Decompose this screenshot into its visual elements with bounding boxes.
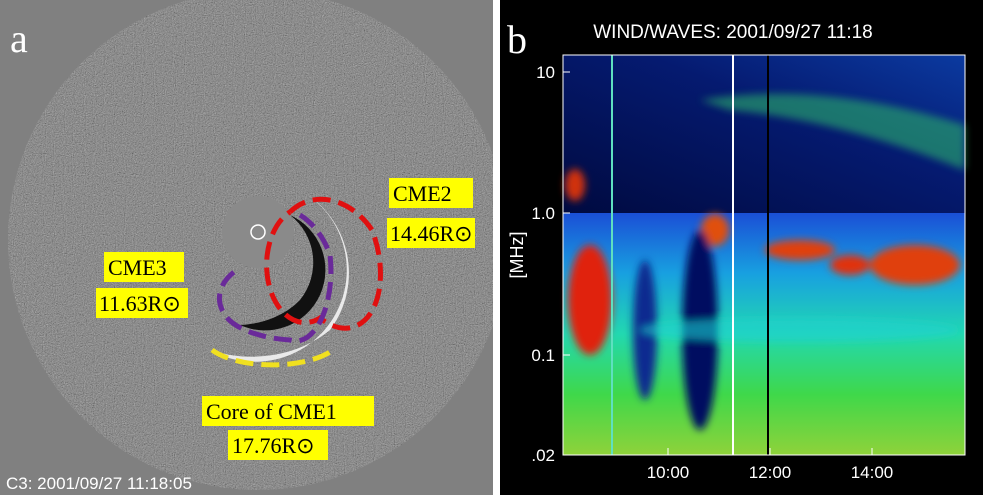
panel-letter: a [10, 16, 28, 61]
x-tick-label: 10:00 [647, 463, 690, 482]
timestamp: C3: 2001/09/27 11:18:05 [6, 474, 192, 493]
annotation-name: Core of CME1 [206, 399, 337, 424]
panel-a: a CME2 14.46R⊙ CME3 11.63R⊙ Core of CME1… [0, 0, 493, 495]
annotation-name: CME2 [393, 181, 452, 206]
annotation-distance: 17.76R⊙ [232, 433, 315, 458]
panel-b: WIND/WAVES: 2001/09/27 11:18 b [MHz] 10 1… [500, 0, 983, 495]
annotation-distance: 14.46R⊙ [390, 221, 473, 246]
annotation-name: CME3 [108, 255, 167, 280]
y-axis-label: [MHz] [507, 232, 527, 279]
occulter [222, 196, 294, 268]
figure: a CME2 14.46R⊙ CME3 11.63R⊙ Core of CME1… [0, 0, 983, 495]
chart-title: WIND/WAVES: 2001/09/27 11:18 [593, 22, 873, 43]
x-tick-label: 12:00 [749, 463, 792, 482]
y-tick-label: 1.0 [531, 204, 555, 223]
y-tick-label: .02 [531, 446, 555, 465]
page: a CME2 14.46R⊙ CME3 11.63R⊙ Core of CME1… [0, 0, 983, 495]
panel-letter: b [507, 17, 527, 62]
y-tick-label: 10 [536, 63, 555, 82]
x-tick-label: 14:00 [851, 463, 894, 482]
y-tick-label: 0.1 [531, 346, 555, 365]
annotation-distance: 11.63R⊙ [99, 291, 181, 316]
